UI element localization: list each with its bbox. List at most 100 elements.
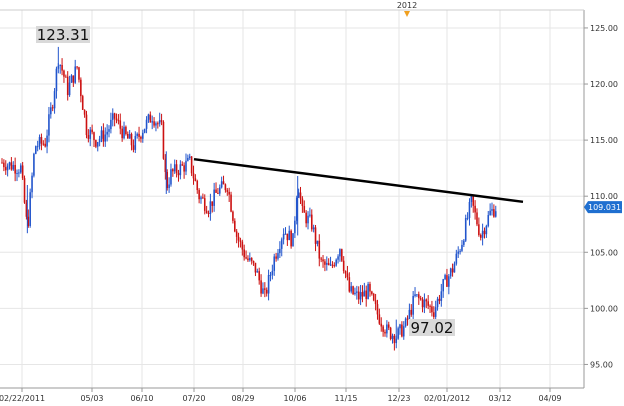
candle-body (455, 253, 458, 264)
candle-body (12, 164, 15, 170)
candle-body (391, 335, 394, 339)
candle-body (429, 305, 431, 307)
candle-body (463, 240, 465, 245)
candle-body (226, 190, 229, 192)
candle-body (468, 201, 471, 218)
candle-body (160, 120, 163, 122)
candle-body (301, 198, 304, 206)
candle-body (419, 298, 422, 300)
y-tick-label: 110.00 (590, 192, 618, 201)
x-tick-label: 08/29 (231, 394, 254, 403)
candle-body (399, 324, 401, 329)
candle-body (65, 76, 67, 78)
candle-body (72, 75, 75, 83)
candle-body (348, 277, 351, 292)
candle-body (470, 195, 473, 202)
candle-body (95, 140, 97, 147)
candle-body (3, 162, 5, 168)
candle-body (74, 66, 77, 83)
y-tick-label: 115.00 (590, 136, 618, 145)
candle-body (412, 295, 414, 315)
candle-body (235, 231, 238, 237)
candle-body (295, 197, 298, 221)
candle-body (267, 275, 270, 294)
candle-body (76, 66, 78, 68)
candle-body (423, 299, 426, 308)
candle-body (372, 293, 375, 301)
candle-body (284, 233, 287, 235)
candle-body (466, 217, 469, 219)
candle-body (357, 291, 360, 300)
candle-body (352, 286, 354, 295)
candle-body (63, 70, 65, 77)
candle-body (434, 307, 437, 317)
candle-body (243, 249, 245, 258)
candle-body (280, 239, 283, 249)
candle-body (125, 126, 127, 134)
candle-body (224, 184, 227, 191)
candle-body (81, 96, 84, 110)
candle-body (162, 121, 165, 159)
candle-body (410, 309, 413, 315)
candle-body (481, 230, 484, 238)
candle-body (8, 162, 11, 166)
candle-body (414, 294, 416, 296)
candle-body (6, 165, 9, 171)
candle-body (252, 261, 255, 263)
candle-body (14, 164, 16, 174)
candle-body (367, 283, 369, 300)
candle-body (46, 135, 48, 147)
candle-body (256, 271, 259, 273)
last-price-label: 109.031 (584, 201, 622, 214)
candle-body (342, 260, 345, 271)
candle-body (57, 65, 60, 69)
candle-body (19, 165, 22, 173)
candle-body (29, 192, 31, 226)
candle-body (389, 327, 392, 339)
x-tick-label: 12/23 (387, 394, 410, 403)
candle-body (134, 135, 137, 150)
candle-body (183, 165, 185, 172)
candle-body (59, 64, 61, 66)
candle-body (89, 129, 92, 139)
last-price-text: 109.031 (588, 203, 621, 212)
candle-body (312, 227, 315, 230)
candle-body (130, 134, 133, 146)
trendline (193, 157, 524, 204)
low-annotation: 97.02 (409, 319, 455, 337)
candle-body (138, 133, 140, 137)
candle-body (18, 172, 20, 174)
candle-body (442, 279, 444, 292)
candle-body (451, 268, 454, 273)
candle-body (448, 276, 450, 287)
candle-body (425, 299, 428, 302)
candle-body (299, 192, 302, 199)
candle-body (401, 324, 403, 337)
candle-body (487, 215, 490, 226)
candle-body (356, 291, 358, 293)
candle-body (25, 202, 28, 217)
candle-body (66, 76, 69, 96)
candle-body (239, 240, 242, 242)
candle-body (207, 212, 210, 214)
candle-body (464, 218, 467, 241)
candle-body (269, 274, 272, 276)
candle-body (155, 123, 157, 126)
candle-body (4, 167, 7, 171)
gridlines (0, 10, 584, 388)
candle-body (53, 91, 56, 109)
candle-body (48, 114, 50, 136)
candle-body (309, 214, 311, 216)
y-tick-label: 120.00 (590, 80, 618, 89)
candle-body (378, 314, 381, 324)
candle-body (254, 262, 257, 273)
candle-body (461, 244, 463, 251)
candle-body (179, 164, 182, 176)
candle-body (363, 290, 366, 297)
candle-body (314, 227, 317, 244)
candle-body (194, 178, 197, 181)
candle-body (83, 109, 86, 115)
candle-body (294, 220, 296, 234)
candle-body (359, 292, 362, 300)
